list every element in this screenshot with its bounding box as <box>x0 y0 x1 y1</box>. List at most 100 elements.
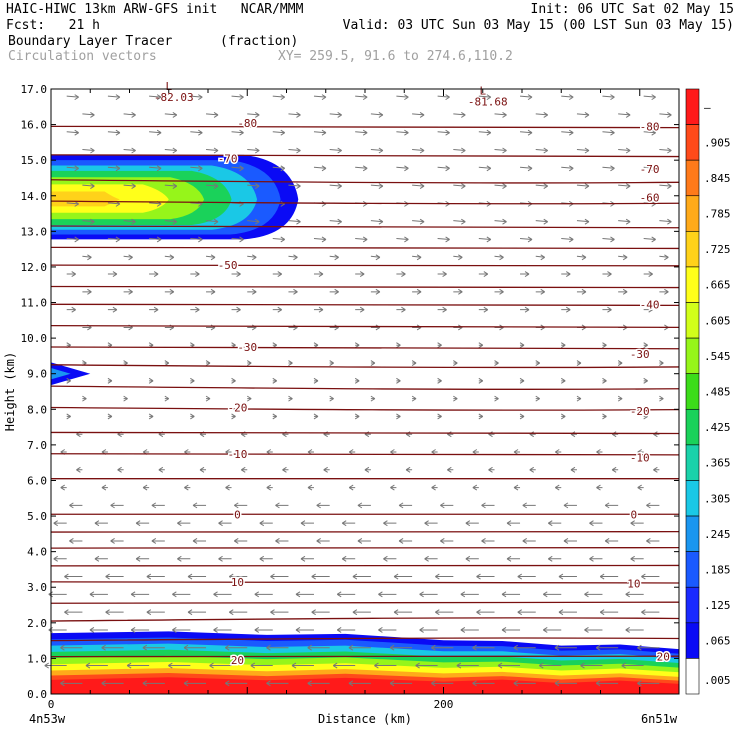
vector-arrow-101 <box>517 573 536 580</box>
vector-arrow-395 <box>288 218 301 225</box>
y-tick-label-2: 2.0 <box>27 617 47 630</box>
vector-arrow-36 <box>307 644 330 651</box>
vector-arrow-152 <box>151 502 165 509</box>
y-tick-label-15: 15.0 <box>21 154 48 167</box>
vector-arrow-447 <box>561 165 574 172</box>
isotherm-line-5 <box>50 564 680 567</box>
vector-arrow-458 <box>412 147 425 154</box>
vector-arrow-248 <box>411 395 417 402</box>
vector-arrow-235 <box>478 413 484 420</box>
isotherm-label-10-0: 20 <box>231 654 244 667</box>
vector-arrow-194 <box>653 466 660 473</box>
vector-arrow-177 <box>554 484 562 491</box>
vector-arrow-251 <box>535 395 541 402</box>
vector-arrow-14 <box>637 680 660 687</box>
vector-arrow-105 <box>53 555 67 562</box>
vector-arrow-136 <box>94 520 108 527</box>
vector-arrow-12 <box>554 680 577 687</box>
vector-arrow-244 <box>246 395 252 402</box>
vector-arrow-457 <box>370 147 384 154</box>
vector-arrow-238 <box>602 413 607 420</box>
vector-arrow-161 <box>522 502 536 509</box>
minimum-value-1: -81.68 <box>468 95 508 108</box>
vector-arrow-427 <box>370 183 384 190</box>
vector-arrow-297 <box>560 342 566 349</box>
vector-arrow-269 <box>643 377 648 384</box>
vector-arrow-365 <box>288 254 298 261</box>
x-tick-label-1: 200 <box>434 698 454 711</box>
vector-arrow-329 <box>643 306 653 313</box>
vector-arrow-91 <box>105 573 124 580</box>
vector-arrow-54 <box>419 627 438 633</box>
vector-arrow-349 <box>231 271 241 277</box>
vector-arrow-21 <box>291 662 314 669</box>
vector-arrow-261 <box>313 377 319 384</box>
vector-arrow-92 <box>146 573 165 580</box>
vector-arrow-430 <box>494 183 507 190</box>
isotherm-line-7 <box>50 530 680 533</box>
vector-arrow-370 <box>494 254 504 261</box>
vector-arrow-444 <box>437 165 450 172</box>
vector-arrow-326 <box>520 306 530 313</box>
vector-arrow-375 <box>66 236 79 243</box>
vector-arrow-350 <box>272 271 283 277</box>
vector-arrow-438 <box>190 165 203 172</box>
vector-arrow-134 <box>646 538 660 544</box>
vector-arrow-475 <box>478 129 492 136</box>
vector-arrow-455 <box>288 147 301 154</box>
vector-arrow-363 <box>205 254 216 261</box>
vector-arrow-98 <box>393 573 413 580</box>
vector-arrow-494 <box>659 111 672 118</box>
minimum-symbol-0: L <box>165 80 172 93</box>
vector-arrow-464 <box>659 147 672 154</box>
vector-arrow-108 <box>177 555 191 562</box>
vector-arrow-74 <box>641 609 660 616</box>
vector-arrow-460 <box>494 147 507 154</box>
vector-arrow-176 <box>513 484 521 491</box>
colorbar-label-3: .785 <box>704 208 731 221</box>
vector-arrow-503 <box>396 94 409 101</box>
vector-arrow-473 <box>396 129 409 136</box>
isotherm-line-13 <box>50 385 680 390</box>
vector-arrow-37 <box>348 644 371 651</box>
vector-arrow-274 <box>246 360 252 366</box>
tongue-band-1 <box>51 368 71 380</box>
isotherm-line-6 <box>50 546 680 549</box>
vector-arrow-153 <box>192 502 207 509</box>
vector-arrow-432 <box>576 183 590 190</box>
colorbar-swatch-4 <box>685 231 700 268</box>
vector-arrow-118 <box>589 555 603 562</box>
colorbar-label-11: .305 <box>704 492 731 505</box>
isotherm-line-11 <box>50 431 680 435</box>
vector-arrow-315 <box>66 306 76 313</box>
vector-arrow-157 <box>357 502 371 509</box>
vector-arrow-178 <box>596 484 603 491</box>
field-units: (fraction) <box>220 34 299 49</box>
isotherm-line-20 <box>50 246 680 250</box>
vector-arrow-56 <box>501 627 521 633</box>
vector-arrow-22 <box>332 662 356 669</box>
vector-arrow-131 <box>522 538 536 544</box>
y-tick-label-12: 12.0 <box>21 261 48 274</box>
vector-arrow-121 <box>110 538 124 544</box>
vector-arrow-380 <box>272 236 286 243</box>
vector-arrow-282 <box>576 360 582 366</box>
vector-arrow-342 <box>576 288 587 295</box>
vector-arrow-335 <box>288 288 298 295</box>
vector-arrow-3 <box>183 680 207 687</box>
vector-arrow-6 <box>307 680 330 687</box>
vector-arrow-366 <box>329 254 339 261</box>
vector-arrow-146 <box>506 520 521 527</box>
vector-arrow-318 <box>190 306 200 313</box>
colorbar-label-5: .665 <box>704 279 731 292</box>
vector-arrow-17 <box>126 662 150 669</box>
vector-arrow-461 <box>535 147 549 154</box>
vector-arrow-122 <box>151 538 165 544</box>
y-tick-label-8: 8.0 <box>27 403 47 416</box>
vector-arrow-68 <box>393 609 413 616</box>
vector-arrow-172 <box>348 484 356 491</box>
vector-arrow-193 <box>611 466 619 473</box>
vector-arrow-423 <box>205 183 219 190</box>
vector-arrow-468 <box>190 129 203 136</box>
vector-arrow-230 <box>272 413 278 420</box>
